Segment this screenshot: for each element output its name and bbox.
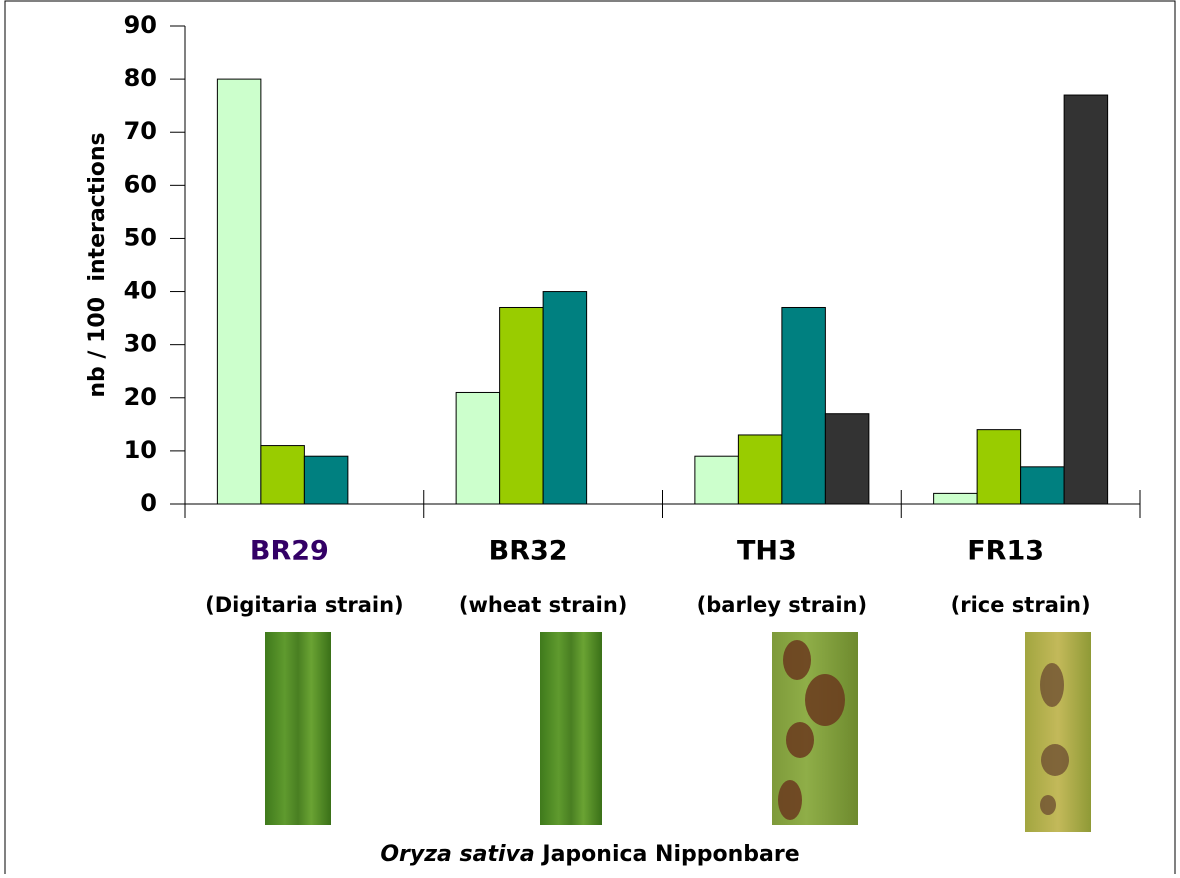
bar — [738, 435, 782, 504]
caption-rest: Japonica Nipponbare — [535, 842, 800, 867]
y-tick-label: 10 — [124, 436, 157, 464]
bar — [500, 307, 544, 504]
leaf — [265, 632, 331, 825]
y-axis-label: nb / 100 interactions — [85, 132, 110, 397]
bar — [977, 430, 1021, 504]
bar — [304, 456, 348, 504]
category-note: (Digitaria strain) — [205, 593, 404, 617]
y-tick-label: 50 — [124, 223, 157, 251]
y-tick-label: 70 — [124, 117, 157, 145]
leaf — [540, 632, 602, 825]
bar — [261, 446, 305, 504]
bar — [695, 456, 739, 504]
y-tick-label: 30 — [124, 330, 157, 358]
bar — [217, 79, 261, 504]
y-tick-label: 60 — [124, 170, 157, 198]
x-tick-label: BR29 — [250, 536, 329, 567]
bar — [825, 414, 869, 504]
category-note: (rice strain) — [951, 593, 1091, 617]
x-tick-label: BR32 — [489, 536, 568, 567]
bar — [1021, 467, 1065, 504]
chart: Oryza sativa Japonica Nipponbare nb / 10… — [0, 0, 1180, 874]
x-tick-label: FR13 — [967, 536, 1044, 567]
category-note: (barley strain) — [697, 593, 867, 617]
bar — [934, 493, 978, 504]
y-tick-label: 90 — [124, 11, 157, 39]
y-tick-label: 40 — [124, 277, 157, 305]
category-note: (wheat strain) — [459, 593, 628, 617]
y-tick-label: 20 — [124, 383, 157, 411]
bar — [543, 292, 587, 504]
x-tick-label: TH3 — [737, 536, 797, 567]
caption: Oryza sativa Japonica Nipponbare — [380, 842, 799, 867]
y-tick-label: 80 — [124, 64, 157, 92]
bar — [456, 392, 500, 504]
bar — [1064, 95, 1108, 504]
bar — [782, 307, 826, 504]
caption-italic: Oryza sativa — [380, 842, 534, 867]
leaf-images — [265, 632, 1091, 832]
y-tick-label: 0 — [140, 489, 157, 517]
leaf — [1025, 632, 1091, 832]
